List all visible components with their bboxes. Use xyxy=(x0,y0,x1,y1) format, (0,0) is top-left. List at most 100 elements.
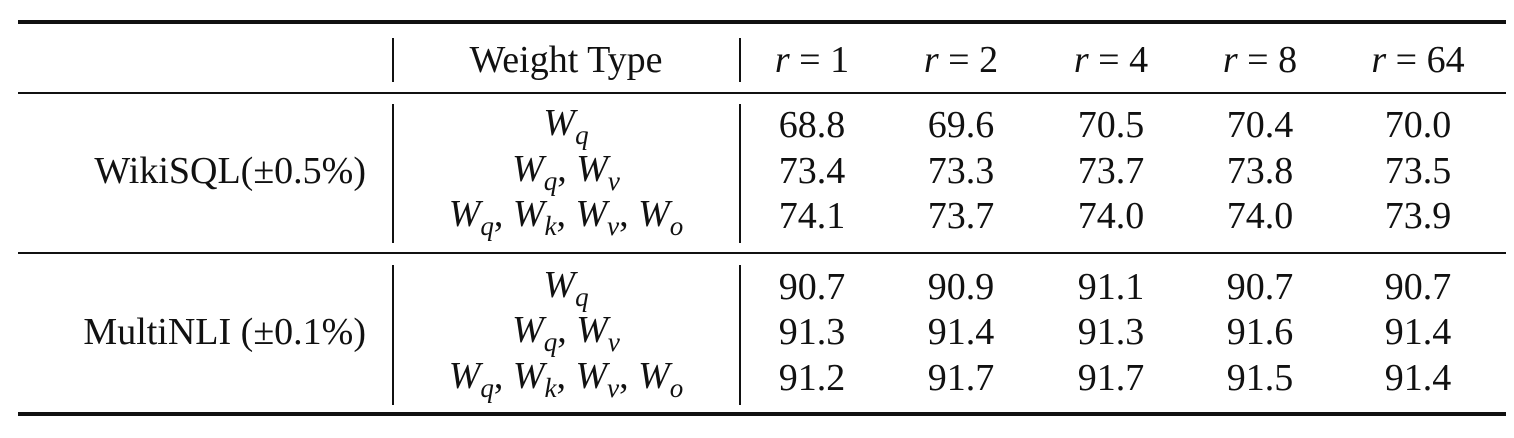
group-label: WikiSQL(±0.5%) xyxy=(94,150,366,192)
value-cell: 74.0 xyxy=(1078,197,1145,235)
value: 73.7 xyxy=(927,195,995,237)
value-cell: 73.5 xyxy=(1385,152,1452,190)
value-cell: 74.0 xyxy=(1227,197,1294,235)
value: 73.5 xyxy=(1384,150,1452,192)
top-rule xyxy=(18,20,1506,24)
value-cell: 73.7 xyxy=(928,197,995,235)
subscript: q xyxy=(480,211,494,241)
value-cell: 91.4 xyxy=(928,313,995,351)
math-text: , xyxy=(557,309,577,351)
value: 73.4 xyxy=(778,150,846,192)
group-label-cell: MultiNLI (±0.1%) xyxy=(83,313,366,351)
math-text: , xyxy=(556,355,576,397)
subscript: k xyxy=(544,211,557,241)
value: 91.5 xyxy=(1226,357,1294,399)
value: 91.4 xyxy=(1384,311,1452,353)
header-cell: r = 8 xyxy=(1223,41,1297,79)
value: 73.9 xyxy=(1384,195,1452,237)
math-text: , xyxy=(557,148,577,190)
value: 70.0 xyxy=(1384,104,1452,146)
math-text: r xyxy=(1222,39,1238,81)
mid-rule xyxy=(18,252,1506,254)
subscript: q xyxy=(575,282,589,312)
value-cell: 90.9 xyxy=(928,268,995,306)
value-cell: 73.3 xyxy=(928,152,995,190)
header-cell: r = 64 xyxy=(1371,41,1464,79)
weight-type-cell: Wq, Wk, Wv, Wo xyxy=(448,355,684,402)
subscript: q xyxy=(480,373,494,403)
value: 73.3 xyxy=(927,150,995,192)
header-cell: r = 4 xyxy=(1074,41,1148,79)
value-cell: 90.7 xyxy=(1227,268,1294,306)
subscript: q xyxy=(543,327,558,357)
value-cell: 91.2 xyxy=(779,359,846,397)
value-cell: 91.3 xyxy=(779,313,846,351)
value-cell: 90.7 xyxy=(779,268,846,306)
math-text: r xyxy=(923,39,939,81)
value-cell: 90.7 xyxy=(1385,268,1452,306)
math-text: W xyxy=(576,309,608,351)
math-text: W xyxy=(448,193,481,235)
mid-rule xyxy=(18,92,1506,94)
value: 74.0 xyxy=(1077,195,1145,237)
math-text: , xyxy=(619,193,639,235)
value-cell: 73.7 xyxy=(1078,152,1145,190)
subscript: o xyxy=(669,211,684,241)
weight-type-cell: Wq, Wv xyxy=(512,309,620,356)
value-cell: 68.8 xyxy=(779,106,846,144)
subscript: v xyxy=(607,166,620,196)
value-cell: 91.6 xyxy=(1227,313,1294,351)
math-text: = 2 xyxy=(938,39,999,81)
value: 90.7 xyxy=(778,266,846,308)
value-cell: 91.4 xyxy=(1385,313,1452,351)
math-text: , xyxy=(619,355,639,397)
value: 74.0 xyxy=(1226,195,1294,237)
value: 91.1 xyxy=(1077,266,1145,308)
value: 91.3 xyxy=(778,311,846,353)
value: 91.6 xyxy=(1226,311,1294,353)
value: 90.9 xyxy=(927,266,995,308)
value: 91.7 xyxy=(1077,357,1145,399)
value-cell: 73.9 xyxy=(1385,197,1452,235)
math-text: = 8 xyxy=(1237,39,1298,81)
value-cell: 69.6 xyxy=(928,106,995,144)
header-text: Weight Type xyxy=(469,39,663,81)
value: 69.6 xyxy=(927,104,995,146)
math-text: , xyxy=(493,193,513,235)
math-text: W xyxy=(512,193,545,235)
value-cell: 73.8 xyxy=(1227,152,1294,190)
value-cell: 91.5 xyxy=(1227,359,1294,397)
math-text: W xyxy=(638,355,670,397)
math-text: , xyxy=(493,355,513,397)
column-separators xyxy=(392,38,741,405)
value-cell: 73.4 xyxy=(779,152,846,190)
value: 73.7 xyxy=(1077,150,1145,192)
value: 91.4 xyxy=(927,311,995,353)
math-text: W xyxy=(448,355,481,397)
math-text: W xyxy=(512,309,544,351)
math-text: W xyxy=(575,193,608,235)
math-text: W xyxy=(543,102,576,144)
math-text: W xyxy=(575,355,608,397)
subscript: v xyxy=(607,327,620,357)
math-text: , xyxy=(556,193,576,235)
bottom-rule xyxy=(18,412,1506,416)
value-cell: 74.1 xyxy=(779,197,846,235)
value: 91.3 xyxy=(1077,311,1145,353)
value: 91.7 xyxy=(927,357,995,399)
value-cell: 91.1 xyxy=(1078,268,1145,306)
math-text: W xyxy=(543,264,576,306)
header-cell: Weight Type xyxy=(469,41,662,79)
weight-type-cell: Wq xyxy=(543,264,588,311)
value: 91.2 xyxy=(778,357,846,399)
math-text: = 1 xyxy=(789,39,850,81)
value: 70.5 xyxy=(1077,104,1145,146)
value: 90.7 xyxy=(1226,266,1294,308)
value-cell: 91.7 xyxy=(1078,359,1145,397)
math-text: W xyxy=(576,148,608,190)
value-cell: 91.4 xyxy=(1385,359,1452,397)
weight-type-cell: Wq xyxy=(543,102,588,149)
value-cell: 70.4 xyxy=(1227,106,1294,144)
